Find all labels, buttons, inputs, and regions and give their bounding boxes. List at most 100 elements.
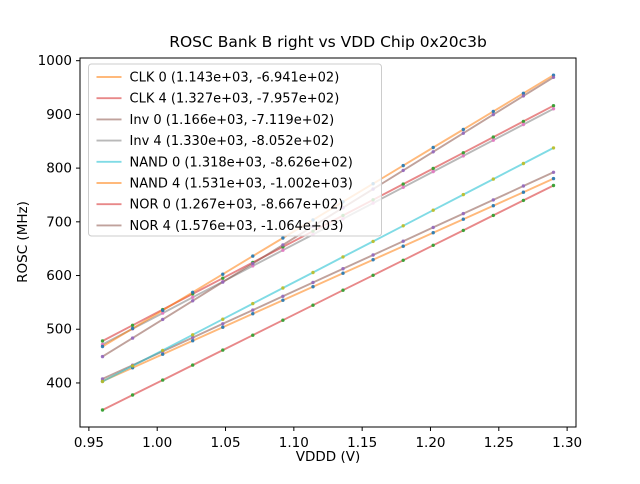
data-point bbox=[401, 244, 405, 248]
legend: CLK 0 (1.143e+03, -6.941e+02) CLK 4 (1.32… bbox=[88, 63, 382, 237]
fit-line bbox=[101, 184, 555, 411]
data-point bbox=[371, 273, 375, 277]
legend-row-inv-4: Inv 4 (1.330e+03, -8.052e+02) bbox=[96, 134, 334, 149]
data-point bbox=[130, 393, 135, 397]
data-point bbox=[461, 217, 465, 221]
data-point bbox=[221, 280, 225, 284]
data-point bbox=[521, 122, 526, 127]
chart-title: ROSC Bank B right vs VDD Chip 0x20c3b bbox=[169, 33, 487, 51]
data-point bbox=[461, 151, 465, 155]
data-point bbox=[191, 299, 195, 303]
x-tick-label: 1.05 bbox=[210, 435, 240, 451]
fit-line bbox=[101, 171, 555, 380]
y-tick-label: 800 bbox=[46, 161, 72, 177]
data-point bbox=[130, 364, 135, 368]
data-point bbox=[100, 339, 105, 343]
data-point bbox=[100, 379, 105, 384]
legend-label: NOR 4 (1.576e+03, -1.064e+03) bbox=[130, 219, 344, 234]
legend-row-clk-4: CLK 4 (1.327e+03, -7.957e+02) bbox=[96, 92, 339, 107]
data-point bbox=[461, 131, 465, 135]
data-point bbox=[161, 308, 165, 313]
data-point bbox=[461, 211, 465, 216]
data-point bbox=[401, 258, 405, 262]
data-point bbox=[431, 145, 435, 150]
data-point bbox=[461, 228, 465, 233]
y-tick-label: 1000 bbox=[38, 53, 72, 69]
data-point bbox=[281, 243, 285, 247]
data-point bbox=[431, 225, 435, 230]
data-point bbox=[100, 408, 105, 412]
data-point bbox=[341, 271, 345, 275]
data-point bbox=[251, 301, 255, 306]
data-point bbox=[431, 231, 435, 235]
legend-label: NAND 0 (1.318e+03, -8.626e+02) bbox=[130, 155, 353, 170]
data-point bbox=[551, 146, 556, 150]
y-tick-label: 400 bbox=[46, 375, 72, 391]
data-point bbox=[130, 326, 135, 331]
y-tick-label: 900 bbox=[46, 107, 72, 123]
data-point bbox=[551, 170, 556, 174]
x-tick-label: 1.15 bbox=[347, 435, 377, 451]
data-point bbox=[401, 185, 405, 189]
data-point bbox=[161, 352, 165, 356]
legend-label: NAND 4 (1.531e+03, -1.002e+03) bbox=[130, 177, 353, 192]
legend-row-inv-0: Inv 0 (1.166e+03, -7.119e+02) bbox=[96, 113, 335, 128]
data-point bbox=[491, 138, 495, 142]
y-tick-label: 500 bbox=[46, 322, 72, 338]
data-point bbox=[281, 248, 285, 252]
data-point bbox=[371, 253, 375, 257]
y-axis-label: ROSC (MHz) bbox=[15, 201, 31, 283]
data-point bbox=[431, 208, 435, 212]
legend-label: NOR 0 (1.267e+03, -8.667e+02) bbox=[130, 198, 344, 213]
data-point bbox=[431, 243, 435, 247]
data-point bbox=[161, 348, 165, 353]
data-point bbox=[401, 224, 405, 228]
data-point bbox=[221, 348, 225, 352]
data-point bbox=[251, 312, 255, 316]
data-point bbox=[311, 280, 315, 285]
data-point bbox=[521, 184, 526, 188]
data-point bbox=[221, 276, 225, 280]
x-tick-label: 1.20 bbox=[415, 435, 445, 451]
data-point bbox=[491, 198, 495, 202]
data-point bbox=[191, 339, 195, 343]
data-point bbox=[191, 335, 195, 340]
x-tick-label: 1.00 bbox=[142, 435, 172, 451]
x-tick-label: 0.95 bbox=[74, 435, 104, 451]
data-point bbox=[491, 177, 495, 181]
data-point bbox=[551, 104, 556, 108]
data-point bbox=[431, 169, 435, 174]
data-point bbox=[401, 239, 405, 243]
data-point bbox=[100, 354, 105, 359]
data-point bbox=[521, 94, 526, 98]
data-point bbox=[551, 75, 556, 80]
legend-row-nand-0: NAND 0 (1.318e+03, -8.626e+02) bbox=[96, 155, 353, 170]
data-point bbox=[491, 109, 495, 114]
data-point bbox=[401, 168, 405, 173]
data-point bbox=[491, 112, 495, 117]
data-point bbox=[461, 154, 465, 158]
data-point bbox=[221, 272, 225, 276]
data-point bbox=[431, 150, 435, 154]
data-point bbox=[100, 377, 105, 381]
data-point bbox=[551, 176, 556, 181]
x-tick-label: 1.25 bbox=[484, 435, 514, 451]
data-point bbox=[281, 298, 285, 302]
data-point bbox=[491, 204, 495, 208]
data-point bbox=[551, 107, 556, 111]
data-point bbox=[191, 290, 195, 294]
legend-label: Inv 0 (1.166e+03, -7.119e+02) bbox=[130, 113, 335, 128]
series-clk-0 bbox=[100, 176, 556, 383]
data-point bbox=[161, 317, 165, 322]
legend-label: CLK 0 (1.143e+03, -6.941e+02) bbox=[130, 71, 340, 86]
data-point bbox=[491, 213, 495, 218]
data-point bbox=[521, 190, 526, 194]
data-point bbox=[281, 318, 285, 322]
data-point bbox=[371, 258, 375, 262]
data-point bbox=[130, 323, 135, 327]
data-point bbox=[130, 336, 135, 340]
data-point bbox=[191, 363, 195, 367]
data-point bbox=[491, 135, 495, 139]
data-point bbox=[251, 333, 255, 337]
